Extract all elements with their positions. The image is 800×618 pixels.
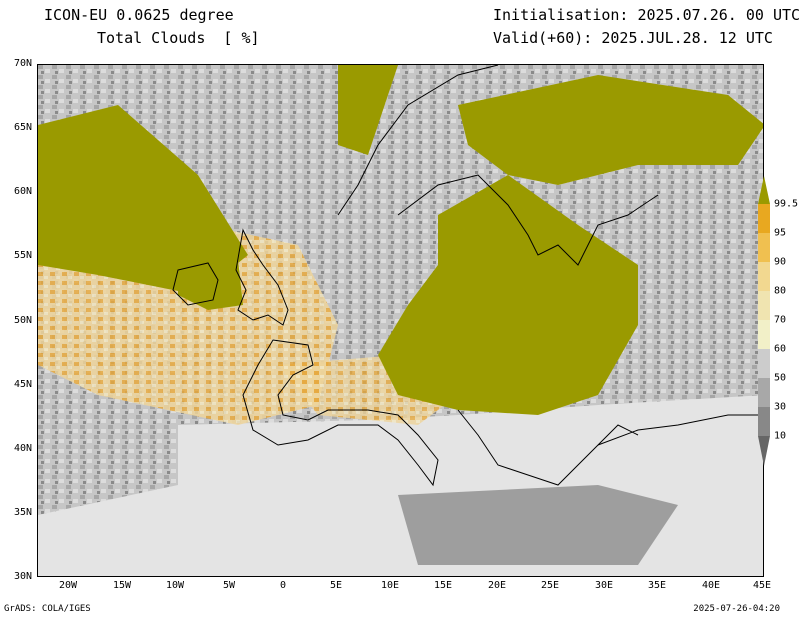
colorbar-label: 70: [774, 314, 787, 326]
lon-label: 35E: [647, 580, 667, 591]
overcast-area-central-europe: [378, 175, 638, 415]
colorbar-swatch: [758, 204, 770, 233]
lon-label: 15E: [433, 580, 453, 591]
colorbar-label: 30: [774, 401, 787, 413]
colorbar-label: 95: [774, 227, 787, 239]
lat-label: 55N: [13, 250, 32, 261]
colorbar-swatch: [758, 233, 770, 262]
lat-label: 60N: [13, 186, 32, 197]
colorbar-label: 10: [774, 430, 787, 442]
lon-label: 30E: [594, 580, 614, 591]
gray-cloud-area: [398, 485, 678, 565]
lat-label: 40N: [13, 443, 32, 454]
lon-label: 5W: [222, 580, 236, 591]
lat-label: 50N: [13, 315, 32, 326]
cloud-map-svg: [38, 65, 763, 576]
colorbar-swatch: [758, 349, 770, 378]
lat-label: 30N: [13, 571, 32, 582]
valid-time: Valid(+60): 2025.JUL.28. 12 UTC: [493, 29, 773, 47]
lon-label: 45E: [752, 580, 772, 591]
lon-label: 20W: [58, 580, 78, 591]
lon-label: 5E: [329, 580, 343, 591]
lon-label: 10W: [165, 580, 185, 591]
field-title: Total Clouds [ %]: [97, 29, 260, 47]
lat-label: 65N: [13, 122, 32, 133]
colorbar-top-arrow: [758, 176, 770, 204]
lon-label: 10E: [380, 580, 400, 591]
footer-timestamp: 2025-07-26-04:20: [693, 604, 780, 614]
overcast-area-ireland: [178, 260, 243, 310]
lat-label: 45N: [13, 379, 32, 390]
colorbar-label: 99.5: [774, 198, 799, 210]
lon-label: 0: [279, 580, 287, 591]
lat-label: 35N: [13, 507, 32, 518]
lon-label: 40E: [701, 580, 721, 591]
lon-label: 20E: [487, 580, 507, 591]
colorbar-swatch: [758, 407, 770, 436]
overcast-area-atlantic: [38, 105, 248, 295]
overcast-area-norway: [338, 65, 398, 155]
colorbar-swatch: [758, 262, 770, 291]
colorbar-label: 80: [774, 285, 787, 297]
colorbar-bottom-arrow: [758, 436, 770, 466]
model-title: ICON-EU 0.0625 degree: [44, 6, 234, 24]
overcast-area-scandinavia: [458, 75, 763, 185]
colorbar-swatch: [758, 291, 770, 320]
colorbar-label: 50: [774, 372, 787, 384]
cloud-map: [37, 64, 764, 577]
lat-label: 70N: [13, 58, 32, 69]
lon-label: 25E: [540, 580, 560, 591]
coastlines: [172, 65, 758, 487]
colorbar: [758, 176, 770, 466]
lon-label: 15W: [112, 580, 132, 591]
colorbar-label: 90: [774, 256, 787, 268]
colorbar-swatch: [758, 320, 770, 349]
colorbar-label: 60: [774, 343, 787, 355]
footer-credit: GrADS: COLA/IGES: [4, 604, 91, 614]
init-time: Initialisation: 2025.07.26. 00 UTC: [493, 6, 800, 24]
colorbar-swatch: [758, 378, 770, 407]
